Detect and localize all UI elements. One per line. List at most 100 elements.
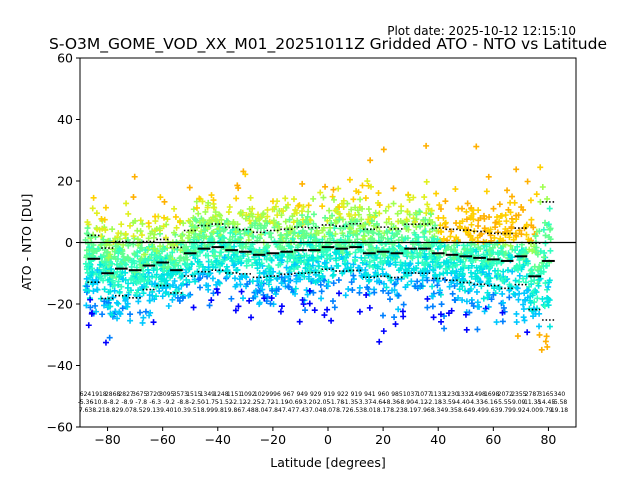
- bin-stat-sigma: 7.96: [417, 407, 431, 414]
- scatter-point: [250, 295, 257, 302]
- scatter-point: [108, 266, 115, 273]
- scatter-point: [340, 232, 347, 239]
- bin-stat-count: 996: [269, 391, 281, 398]
- scatter-point: [486, 270, 493, 277]
- scatter-point: [534, 251, 541, 258]
- scatter-point: [114, 315, 121, 322]
- bin-stat-sigma: 19.18: [551, 407, 568, 414]
- scatter-point: [185, 292, 192, 299]
- x-tick-label: −80: [94, 432, 120, 447]
- scatter-point: [457, 258, 464, 265]
- scatter-point: [285, 231, 292, 238]
- scatter-point: [93, 210, 100, 217]
- scatter-point: [371, 261, 378, 268]
- scatter-point: [376, 338, 383, 345]
- scatter-point: [492, 219, 499, 226]
- scatter-point: [289, 213, 296, 220]
- scatter-point: [278, 303, 285, 310]
- bin-stat-mean: -9.09: [510, 399, 526, 406]
- bin-stat-sigma: 8.19: [404, 407, 418, 414]
- scatter-point: [277, 308, 284, 315]
- scatter-point: [494, 229, 501, 236]
- scatter-point: [87, 296, 94, 303]
- scatter-point: [392, 259, 399, 266]
- scatter-point: [395, 292, 402, 299]
- bin-stat-mean: -8.9: [121, 399, 133, 406]
- bin-stat-mean: -2.50: [189, 399, 205, 406]
- scatter-point: [424, 295, 431, 302]
- scatter-point: [139, 319, 146, 326]
- scatter-point: [467, 269, 474, 276]
- scatter-point: [235, 303, 242, 310]
- scatter-point: [408, 278, 415, 285]
- scatter-point: [348, 216, 355, 223]
- scatter-point: [285, 284, 292, 291]
- scatter-point: [264, 206, 271, 213]
- scatter-point: [313, 230, 320, 237]
- scatter-point: [385, 290, 392, 297]
- scatter-point: [375, 230, 382, 237]
- scatter-point: [119, 305, 126, 312]
- scatter-point: [201, 233, 208, 240]
- plot-date: Plot date: 2025-10-12 12:15:10: [387, 24, 576, 38]
- scatter-point: [286, 216, 293, 223]
- bin-stat-count: 960: [378, 391, 390, 398]
- scatter-point: [205, 286, 212, 293]
- scatter-point: [221, 254, 228, 261]
- scatter-point: [111, 287, 118, 294]
- scatter-point: [480, 295, 487, 302]
- scatter-point: [268, 257, 275, 264]
- scatter-point: [225, 220, 232, 227]
- scatter-point: [102, 204, 109, 211]
- scatter-point: [190, 206, 197, 213]
- scatter-point: [307, 234, 314, 241]
- scatter-point: [101, 298, 108, 305]
- scatter-point: [413, 265, 420, 272]
- scatter-point: [318, 288, 325, 295]
- scatter-point: [428, 207, 435, 214]
- scatter-point: [144, 266, 151, 273]
- scatter-point: [194, 268, 201, 275]
- scatter-point: [527, 197, 534, 204]
- scatter-point: [83, 247, 90, 254]
- scatter-point: [217, 249, 224, 256]
- scatter-point: [254, 278, 261, 285]
- bin-stat-sigma: 8.17: [377, 407, 391, 414]
- bin-stat-mean: -1.75: [203, 399, 219, 406]
- scatter-point: [318, 268, 325, 275]
- scatter-point: [524, 329, 531, 336]
- scatter-point: [140, 290, 147, 297]
- scatter-point: [137, 228, 144, 235]
- bin-stat-sigma: 9.63: [485, 407, 499, 414]
- bin-stat-count: 2072: [498, 391, 513, 398]
- scatter-point: [99, 225, 106, 232]
- scatter-point: [416, 208, 423, 215]
- scatter-point: [335, 262, 342, 269]
- scatter-point: [509, 193, 516, 200]
- scatter-point: [306, 287, 313, 294]
- scatter-point: [283, 235, 290, 242]
- bin-stat-mean: -1.35: [343, 399, 359, 406]
- scatter-point: [336, 204, 343, 211]
- scatter-point: [332, 231, 339, 238]
- scatter-point: [161, 277, 168, 284]
- scatter-point: [333, 255, 340, 262]
- scatter-point: [417, 223, 424, 230]
- scatter-point: [456, 220, 463, 227]
- scatter-point: [342, 292, 349, 299]
- scatter-point: [324, 283, 331, 290]
- bin-stat-count: 967: [283, 391, 295, 398]
- scatter-point: [242, 243, 249, 250]
- scatter-point: [430, 314, 437, 321]
- scatter-point: [376, 202, 383, 209]
- scatter-point: [197, 275, 204, 282]
- scatter-point: [434, 282, 441, 289]
- scatter-point: [86, 274, 93, 281]
- scatter-point: [347, 219, 354, 226]
- scatter-point: [403, 223, 410, 230]
- scatter-point: [482, 305, 489, 312]
- scatter-point: [488, 262, 495, 269]
- scatter-point: [336, 216, 343, 223]
- bin-stat-mean: -3.20: [301, 399, 317, 406]
